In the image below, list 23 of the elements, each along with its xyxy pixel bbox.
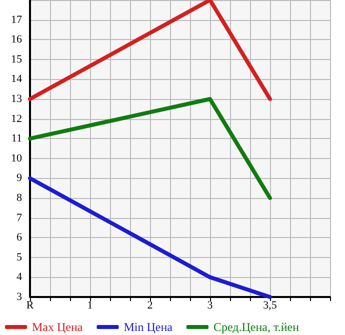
y-tick-label: 6 bbox=[16, 232, 22, 244]
y-tick-label: 3 bbox=[16, 291, 22, 303]
y-tick-label: 7 bbox=[16, 212, 22, 224]
x-tick-label: R bbox=[26, 300, 34, 312]
legend-label: Min Цена bbox=[124, 320, 174, 334]
x-tick-label: 1 bbox=[87, 300, 93, 312]
y-tick-label: 12 bbox=[11, 112, 22, 125]
y-tick-label: 9 bbox=[16, 172, 22, 184]
y-tick-label: 11 bbox=[11, 132, 22, 145]
x-tick-label: 3 bbox=[207, 300, 214, 312]
y-tick-label: 16 bbox=[11, 34, 22, 46]
y-tick-label: 17 bbox=[11, 14, 22, 26]
y-tick-label: 10 bbox=[11, 152, 22, 164]
legend-label: Max Цена bbox=[32, 320, 84, 334]
y-tick-label: 4 bbox=[16, 271, 22, 284]
x-tick-label: 2 bbox=[147, 300, 153, 312]
x-tick-label: 3,5 bbox=[263, 300, 278, 312]
y-tick-label: 8 bbox=[16, 192, 22, 204]
legend-label: Сред.Цена, т.йен bbox=[213, 320, 300, 334]
y-tick-label: 5 bbox=[16, 251, 22, 264]
y-tick-label: 15 bbox=[11, 53, 22, 66]
y-tick-label: 14 bbox=[11, 73, 22, 86]
y-tick-label: 13 bbox=[11, 93, 22, 105]
